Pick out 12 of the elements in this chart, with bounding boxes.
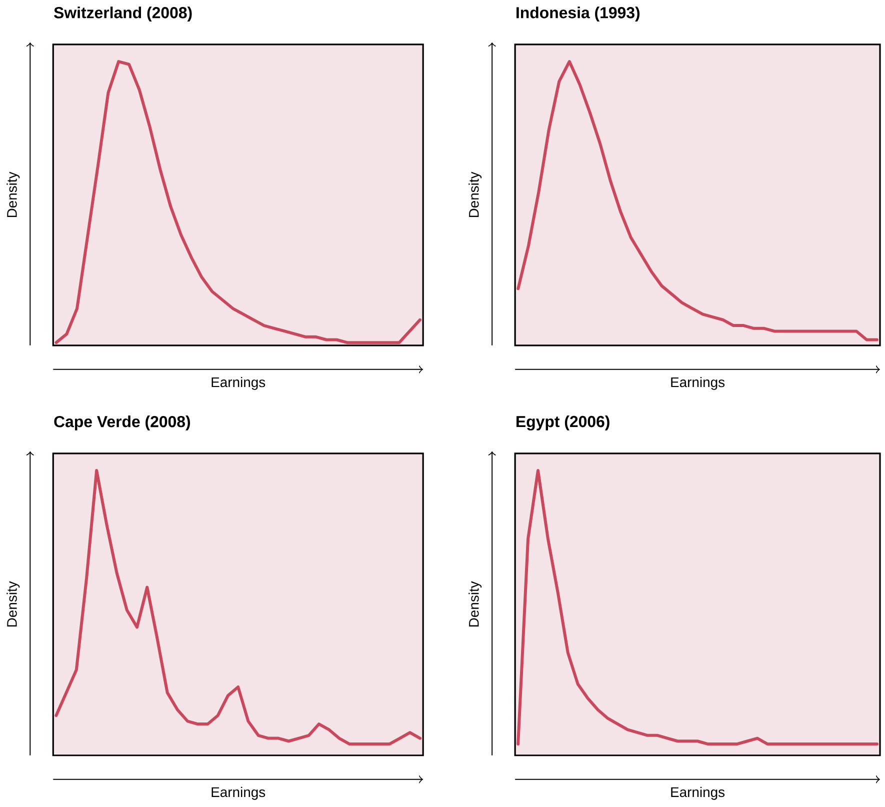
y-axis-title: Density <box>468 172 482 218</box>
y-axis-title: Density <box>468 581 482 627</box>
chart-title: Switzerland (2008) <box>54 6 192 22</box>
x-axis-title: Earnings <box>212 377 266 390</box>
x-axis-title: Earnings <box>671 787 725 800</box>
chart-title: Cape Verde (2008) <box>54 416 190 431</box>
y-axis-title: Density <box>6 172 20 218</box>
x-axis-title: Earnings <box>212 787 266 800</box>
chart-title: Indonesia (1993) <box>516 6 640 22</box>
chart-title: Egypt (2006) <box>516 416 610 431</box>
x-axis-title: Earnings <box>671 377 725 390</box>
y-axis-title: Density <box>6 581 20 627</box>
